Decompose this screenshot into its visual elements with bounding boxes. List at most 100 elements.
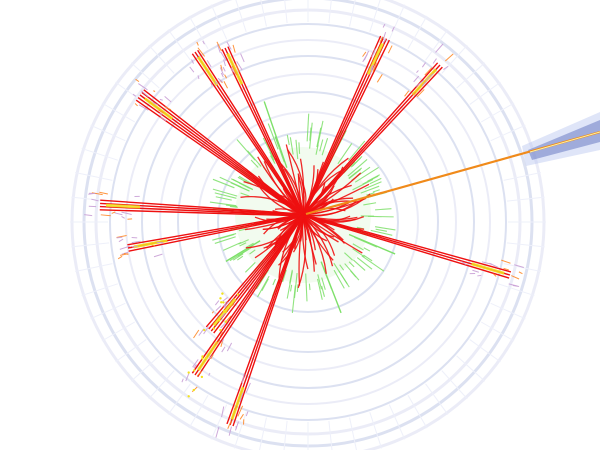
jet-fringe-hit	[220, 51, 227, 62]
jet-fringe-hit	[131, 240, 141, 244]
jet-track	[99, 209, 303, 217]
jet-fringe-hit	[141, 90, 149, 98]
jet-track	[303, 39, 390, 216]
green-hit	[367, 215, 394, 218]
detector-segment	[349, 417, 357, 450]
jet-fringe-hit	[362, 51, 367, 57]
detector-segment	[425, 383, 449, 415]
jet-fringe-hit	[164, 106, 172, 111]
green-hit	[309, 122, 313, 149]
green-hit	[363, 254, 373, 262]
jet-fringe-hit	[228, 426, 232, 436]
detector-rings	[70, 0, 546, 450]
jet-fringe-hit	[444, 53, 454, 62]
jet-fringe-hit	[118, 238, 124, 243]
jet-track	[128, 214, 304, 252]
detector-segment	[71, 242, 110, 248]
jet-fringe-hit	[197, 47, 206, 57]
jet-fringe-hit	[132, 245, 138, 248]
detector-segment	[148, 44, 175, 74]
detector-segment	[101, 321, 136, 342]
jet-fringe-hit	[152, 101, 159, 106]
jet-track	[226, 214, 304, 425]
green-hit	[352, 157, 362, 167]
green-hit	[321, 138, 329, 156]
jet-fringe-hit	[493, 273, 497, 277]
green-hit	[317, 278, 323, 300]
jet-fringe-hit	[215, 426, 220, 438]
detector-segment	[469, 81, 501, 105]
jet-fringe-hit	[222, 66, 226, 72]
green-hit	[225, 204, 238, 208]
detector-segment	[369, 412, 383, 449]
green-hit	[375, 208, 392, 211]
detector-ring	[197, 111, 419, 333]
detector-segment	[469, 339, 501, 363]
jet-fringe-hit	[220, 323, 226, 329]
detector-segment	[328, 420, 333, 450]
spark	[236, 293, 240, 296]
jet-fringe-hit	[219, 67, 224, 75]
detector-segment	[283, 420, 288, 450]
jet-fringe-hit	[230, 67, 234, 73]
jet-track	[302, 213, 512, 273]
detector-segment	[259, 417, 267, 450]
jet-fringe-hit	[132, 93, 137, 97]
green-hit	[330, 130, 343, 154]
jet-fringe-hit	[227, 420, 232, 429]
jet-energy-deposit	[197, 341, 219, 371]
jet-fringe-hit	[158, 112, 163, 115]
detector-segment	[349, 0, 356, 27]
detector-segment	[210, 404, 228, 440]
jet-fringe-hit	[221, 406, 225, 418]
jet-fringe-hit	[370, 65, 373, 71]
green-hit	[282, 269, 287, 283]
green-hit	[262, 137, 274, 158]
jet-fringe-hit	[236, 61, 243, 71]
detector-segment	[75, 263, 113, 272]
green-hit	[308, 283, 311, 291]
detector-segment	[260, 0, 267, 27]
jet-fringe-hit	[413, 75, 420, 83]
green-hit	[306, 113, 310, 142]
jet-fringe-hit	[221, 346, 226, 353]
spark	[187, 395, 190, 398]
green-hit	[347, 159, 368, 177]
jet-track	[127, 213, 304, 246]
jet-fringe-hit	[119, 245, 130, 250]
green-hit	[374, 226, 396, 231]
jet-fringe-hit	[239, 392, 244, 403]
jet-fringe-hit	[404, 90, 410, 97]
jet-fringe-hit	[376, 74, 383, 83]
green-hit	[289, 269, 293, 284]
detector-segment	[328, 0, 332, 24]
jet-fringe-hit	[223, 59, 226, 67]
jet-fringe-hit	[217, 77, 224, 83]
jet-energy-deposit	[411, 68, 438, 96]
green-hit	[237, 247, 252, 257]
green-spike	[225, 240, 261, 262]
jet-fringe-hit	[211, 311, 214, 314]
green-hit	[238, 239, 249, 245]
green-hit	[286, 134, 290, 146]
jet-fringe-hit	[191, 59, 194, 64]
jet-fringe-hit	[193, 329, 200, 339]
jet-fringe-hit	[234, 63, 240, 73]
detector-ring	[109, 23, 507, 421]
jet-fringe-hit	[198, 328, 205, 336]
jet-fringe-hit	[197, 75, 200, 80]
green-hit	[337, 143, 353, 165]
detector-segment	[441, 44, 468, 74]
green-hit	[219, 233, 235, 240]
jet-fringe-hit	[372, 62, 377, 73]
detector-segment	[441, 370, 468, 400]
detector-segment	[498, 283, 535, 297]
detector-segment	[148, 370, 175, 400]
jet-energy-deposit	[197, 56, 219, 87]
jet-fringe-hit	[220, 72, 224, 78]
green-hit	[269, 151, 275, 161]
green-hit	[272, 278, 276, 286]
detector-segment	[90, 124, 126, 142]
green-hit	[363, 247, 371, 252]
detector-segment	[456, 355, 486, 382]
